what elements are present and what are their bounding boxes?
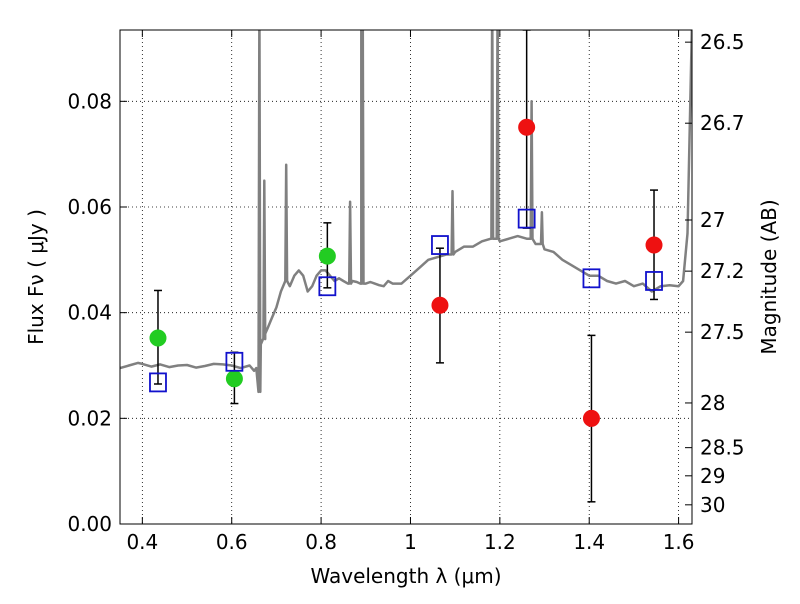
axis-ticks: 0.4 0.6 0.8 1 1.2 1.4 1.6 0.00 0.02 0.04 0.06 0.08 2… (67, 30, 745, 554)
model-flux-point (318, 276, 337, 297)
model-spectrum (120, 30, 692, 394)
model-flux-point (431, 235, 449, 255)
plot-area (120, 30, 692, 524)
x-axis-title: Wavelength λ (μm) (310, 564, 501, 588)
model-flux-point (225, 351, 244, 372)
model-flux-point (149, 372, 167, 393)
y-tick-label: 0.08 (67, 89, 112, 113)
data-markers (149, 118, 663, 427)
y2-tick-label: 27.2 (700, 259, 745, 283)
y2-tick-label: 27.5 (700, 320, 745, 344)
data-point (582, 409, 600, 427)
data-point (431, 296, 449, 314)
data-point (318, 247, 336, 265)
y2-axis-title: Magnitude (AB) (757, 199, 781, 354)
x-tick-label: 0.4 (126, 530, 158, 554)
y2-tick-label: 29 (700, 464, 725, 488)
x-tick-label: 0.6 (216, 530, 248, 554)
y2-tick-label: 27 (700, 208, 725, 232)
x-tick-label: 0.8 (305, 530, 337, 554)
model-flux-point (582, 268, 601, 289)
x-tick-label: 1.2 (484, 530, 516, 554)
x-tick-label: 1 (404, 530, 417, 554)
model-flux-point (645, 271, 663, 291)
data-point (518, 118, 536, 136)
y2-tick-label: 26.5 (700, 30, 745, 54)
y-tick-label: 0.00 (67, 512, 112, 536)
x-tick-label: 1.6 (663, 530, 695, 554)
y-tick-label: 0.04 (67, 301, 112, 325)
model-flux-point (517, 208, 536, 229)
y2-tick-label: 28.5 (700, 436, 745, 460)
y2-tick-label: 26.7 (700, 111, 745, 135)
y-tick-label: 0.06 (67, 195, 112, 219)
spectrum-line (120, 30, 692, 394)
y2-tick-label: 30 (700, 493, 725, 517)
y2-tick-label: 28 (700, 391, 725, 415)
y-tick-label: 0.02 (67, 406, 112, 430)
data-point (645, 236, 663, 254)
plot-frame (119, 29, 693, 525)
x-tick-label: 1.4 (573, 530, 605, 554)
data-point (149, 329, 167, 347)
data-point (225, 370, 243, 388)
y-axis-title: Flux Fν ( μJy ) (24, 209, 48, 345)
